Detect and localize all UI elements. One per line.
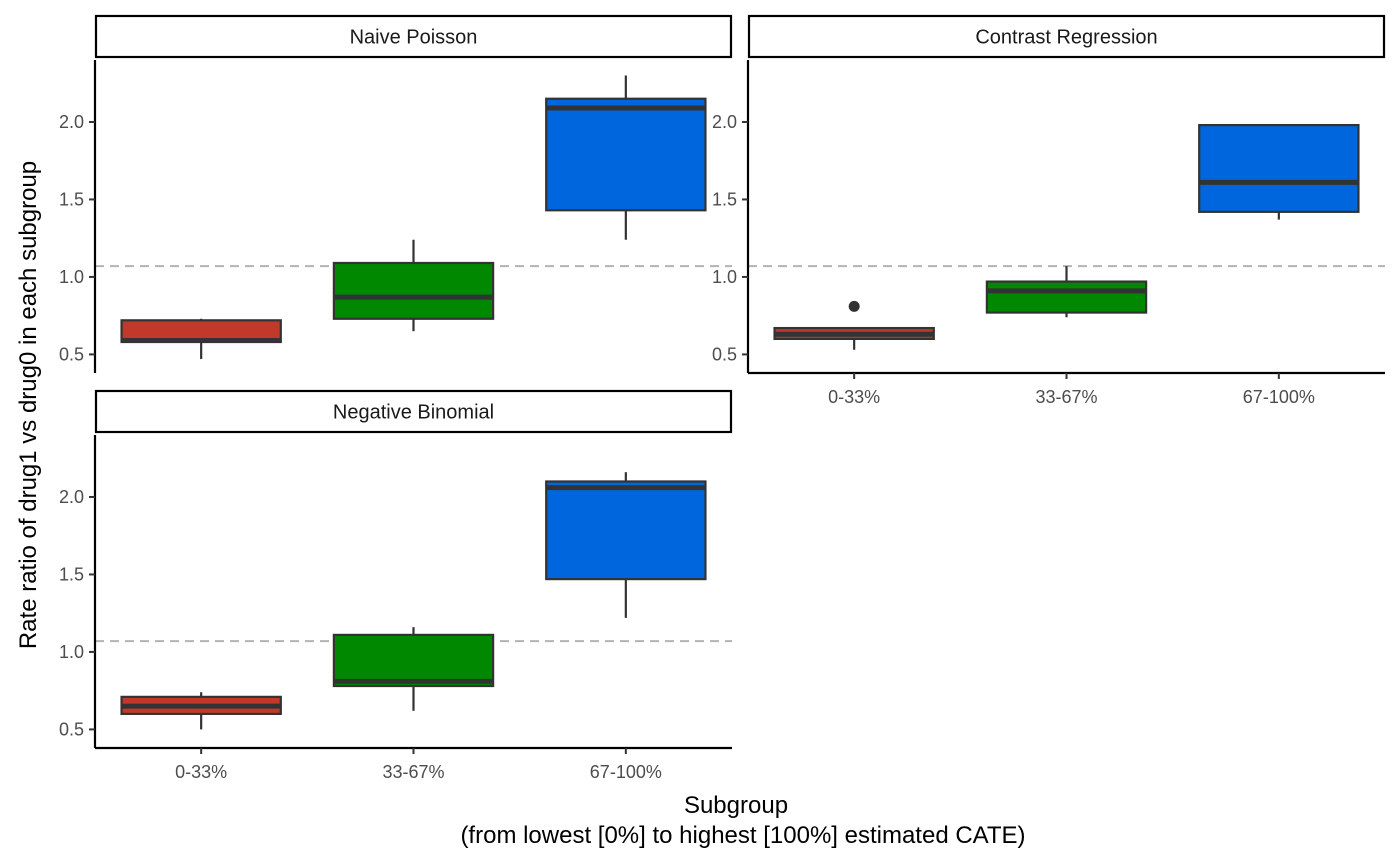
y-tick-label: 2.0 (712, 112, 737, 132)
y-tick-label: 0.5 (712, 344, 737, 364)
strip-box (747, 14, 1386, 59)
box-33-67% (985, 266, 1148, 318)
strip-title: Contrast Regression (975, 27, 1157, 49)
box-67-100% (545, 75, 707, 240)
y-tick-label: 2.0 (59, 112, 84, 132)
panel-naive-poisson: Naive Poisson 0.5 1.0 1.5 2.0 (59, 14, 733, 373)
x-axis-title: Subgroup (684, 792, 788, 819)
strip-box (94, 389, 733, 434)
y-tick-label: 1.5 (712, 189, 737, 209)
strip-title: Negative Binomial (333, 402, 494, 424)
y-tick-label: 0.5 (59, 719, 84, 739)
y-tick-label: 2.0 (59, 487, 84, 507)
box-iqr (1198, 123, 1360, 213)
box-67-100% (1198, 123, 1360, 220)
box-0-33% (120, 692, 282, 730)
box-iqr (545, 480, 707, 581)
y-tick-label: 1.0 (712, 267, 737, 287)
x-tick-label: 67-100% (590, 762, 662, 782)
x-tick-label: 0-33% (175, 762, 227, 782)
box-33-67% (332, 239, 495, 332)
x-tick-label: 33-67% (382, 762, 444, 782)
panel-negative-binomial: Negative Binomial 0.5 1.0 1.5 2.0 0-33% 33-67%… (59, 389, 733, 782)
x-tick-label: 0-33% (828, 387, 880, 407)
outlier-point (848, 300, 860, 312)
box-iqr (545, 97, 707, 212)
x-axis-subtitle: (from lowest [0%] to highest [100%] esti… (460, 822, 1025, 849)
box-67-100% (545, 472, 707, 618)
box-iqr (332, 261, 495, 320)
y-tick-label: 1.5 (59, 189, 84, 209)
box-0-33% (120, 318, 282, 360)
box-33-67% (332, 627, 495, 711)
x-tick-label: 33-67% (1035, 387, 1097, 407)
x-tick-label: 67-100% (1243, 387, 1315, 407)
strip-title: Naive Poisson (350, 27, 478, 49)
box-0-33% (773, 300, 935, 350)
y-tick-label: 1.5 (59, 564, 84, 584)
y-tick-label: 1.0 (59, 267, 84, 287)
box-iqr (985, 280, 1148, 314)
strip-box (94, 14, 733, 59)
panel-contrast-regression: Contrast Regression 0.5 1.0 1.5 2.0 0-33% 33-6… (712, 14, 1386, 407)
y-tick-label: 0.5 (59, 344, 84, 364)
y-tick-label: 1.0 (59, 642, 84, 662)
y-axis-title: Rate ratio of drug1 vs drug0 in each sub… (15, 161, 42, 649)
box-iqr (332, 633, 495, 688)
